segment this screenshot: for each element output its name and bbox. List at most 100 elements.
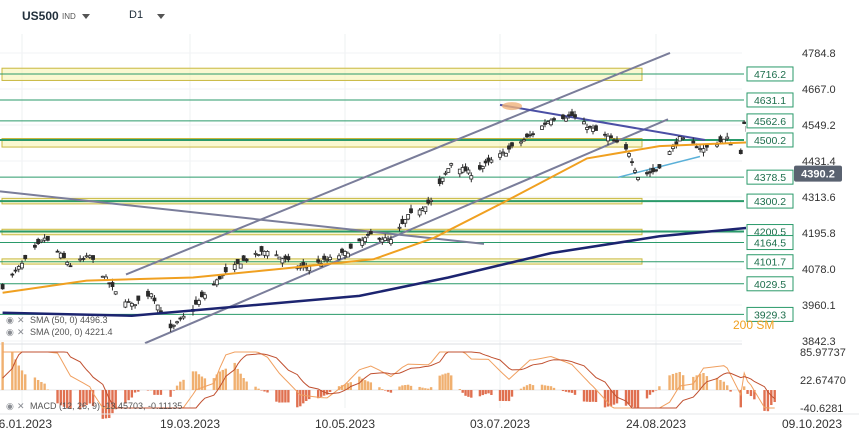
candle-body [20, 262, 24, 269]
candle-body [406, 214, 411, 220]
candle-body [463, 166, 468, 172]
candle-body [429, 199, 434, 202]
level-label-box [746, 235, 794, 251]
candle-body [126, 301, 131, 303]
price-tick-label: 4784.8 [802, 48, 836, 60]
macd-histogram-bar [33, 377, 37, 391]
macd-histogram-bar [182, 379, 185, 391]
candle-body [377, 237, 382, 240]
instrument-type: IND [62, 12, 76, 21]
macd-histogram-bar [266, 390, 269, 393]
candle-body [627, 153, 631, 157]
candle-body [469, 175, 474, 180]
macd-histogram-bar [236, 368, 239, 391]
macd-tick-label: 85.97737 [800, 347, 846, 359]
candle-body [214, 279, 219, 286]
candle-body [507, 145, 511, 150]
macd-histogram-bar [543, 385, 547, 391]
candle-body [417, 209, 422, 216]
candle-body [570, 111, 574, 117]
macd-histogram-bar [470, 390, 473, 398]
macd-histogram-bar [104, 390, 108, 419]
macd-histogram-bar [766, 390, 770, 412]
macd-histogram-bar [585, 390, 589, 402]
candle-body [657, 164, 662, 169]
candle-body [45, 235, 50, 241]
macd-histogram-bar [668, 375, 671, 391]
symbol-dropdown-icon[interactable] [82, 14, 90, 19]
candle-body [146, 290, 150, 297]
macd-histogram-bar [654, 390, 658, 391]
candle-body [136, 295, 141, 301]
symbol-selector[interactable]: US500 [22, 9, 59, 23]
macd-histogram-bar [263, 390, 266, 392]
macd-eye-icon: ◉ [6, 401, 14, 411]
macd-histogram-bar [540, 384, 544, 391]
date-tick-label: 09.10.2023 [782, 417, 842, 431]
price-tick-label: 3842.3 [802, 336, 836, 348]
candle-body [624, 144, 628, 150]
macd-histogram-bar [88, 390, 92, 404]
macd-histogram-bar [630, 390, 634, 407]
macd-histogram-bar [552, 387, 556, 391]
candle-body [149, 293, 154, 298]
macd-histogram-bar [636, 390, 640, 408]
macd-histogram-bar [753, 390, 756, 400]
macd-histogram-bar [224, 368, 227, 391]
macd-histogram-bar [719, 380, 722, 391]
macd-histogram-bar [245, 381, 248, 391]
macd-histogram-bar [464, 390, 467, 396]
macd-histogram-bar [570, 390, 574, 393]
candle-body [567, 114, 571, 117]
macd-histogram-bar [14, 359, 17, 391]
candle-body [42, 237, 47, 241]
level-label: 4500.2 [754, 135, 786, 147]
macd-histogram-bar [564, 390, 568, 392]
candle-body [65, 261, 70, 265]
candle-body [466, 169, 471, 174]
candle-body [366, 233, 370, 236]
macd-histogram-bar [278, 390, 281, 403]
macd-histogram-bar [705, 376, 709, 391]
macd-histogram-bar [484, 390, 487, 395]
timeframe-selector[interactable]: D1 [129, 9, 144, 21]
macd-histogram-bar [56, 390, 59, 404]
macd-histogram-bar [82, 390, 85, 408]
candle-body [704, 144, 709, 148]
candle-body [603, 133, 607, 136]
candle-body [345, 252, 350, 258]
macd-histogram-bar [20, 370, 24, 391]
candle-body [78, 258, 83, 261]
macd-histogram-bar [609, 390, 613, 407]
level-label: 4164.5 [754, 238, 786, 250]
candle-body [16, 266, 21, 270]
macd-histogram-bar [275, 390, 278, 402]
macd-histogram-bar [78, 390, 82, 410]
indicator-legend-label: SMA (200, 0) 4221.4 [30, 327, 113, 337]
macd-histogram-bar [299, 390, 302, 407]
candle-body [648, 171, 652, 174]
indicator-eye-icon: ◉ [6, 327, 14, 337]
macd-histogram-bar [510, 390, 514, 397]
timeframe-dropdown-icon[interactable] [157, 14, 165, 19]
candle-body [443, 172, 448, 175]
macd-histogram-bar [287, 390, 290, 403]
candle-body [549, 119, 553, 126]
candle-body [262, 250, 267, 256]
macd-histogram-bar [447, 372, 450, 391]
macd-tick-label: -40.6281 [800, 403, 843, 415]
candle-body [677, 136, 682, 142]
candle-body [253, 252, 258, 255]
candle-body [403, 219, 408, 224]
candle-body [238, 263, 243, 269]
macd-histogram-bar [624, 390, 628, 406]
candle-body [573, 114, 577, 118]
candle-body [55, 250, 60, 253]
macd-histogram-bar [233, 362, 236, 391]
highlight-marker [502, 102, 522, 111]
macd-histogram-bar [302, 390, 305, 404]
macd-histogram-bar [549, 386, 553, 391]
macd-histogram-bar [378, 387, 381, 391]
